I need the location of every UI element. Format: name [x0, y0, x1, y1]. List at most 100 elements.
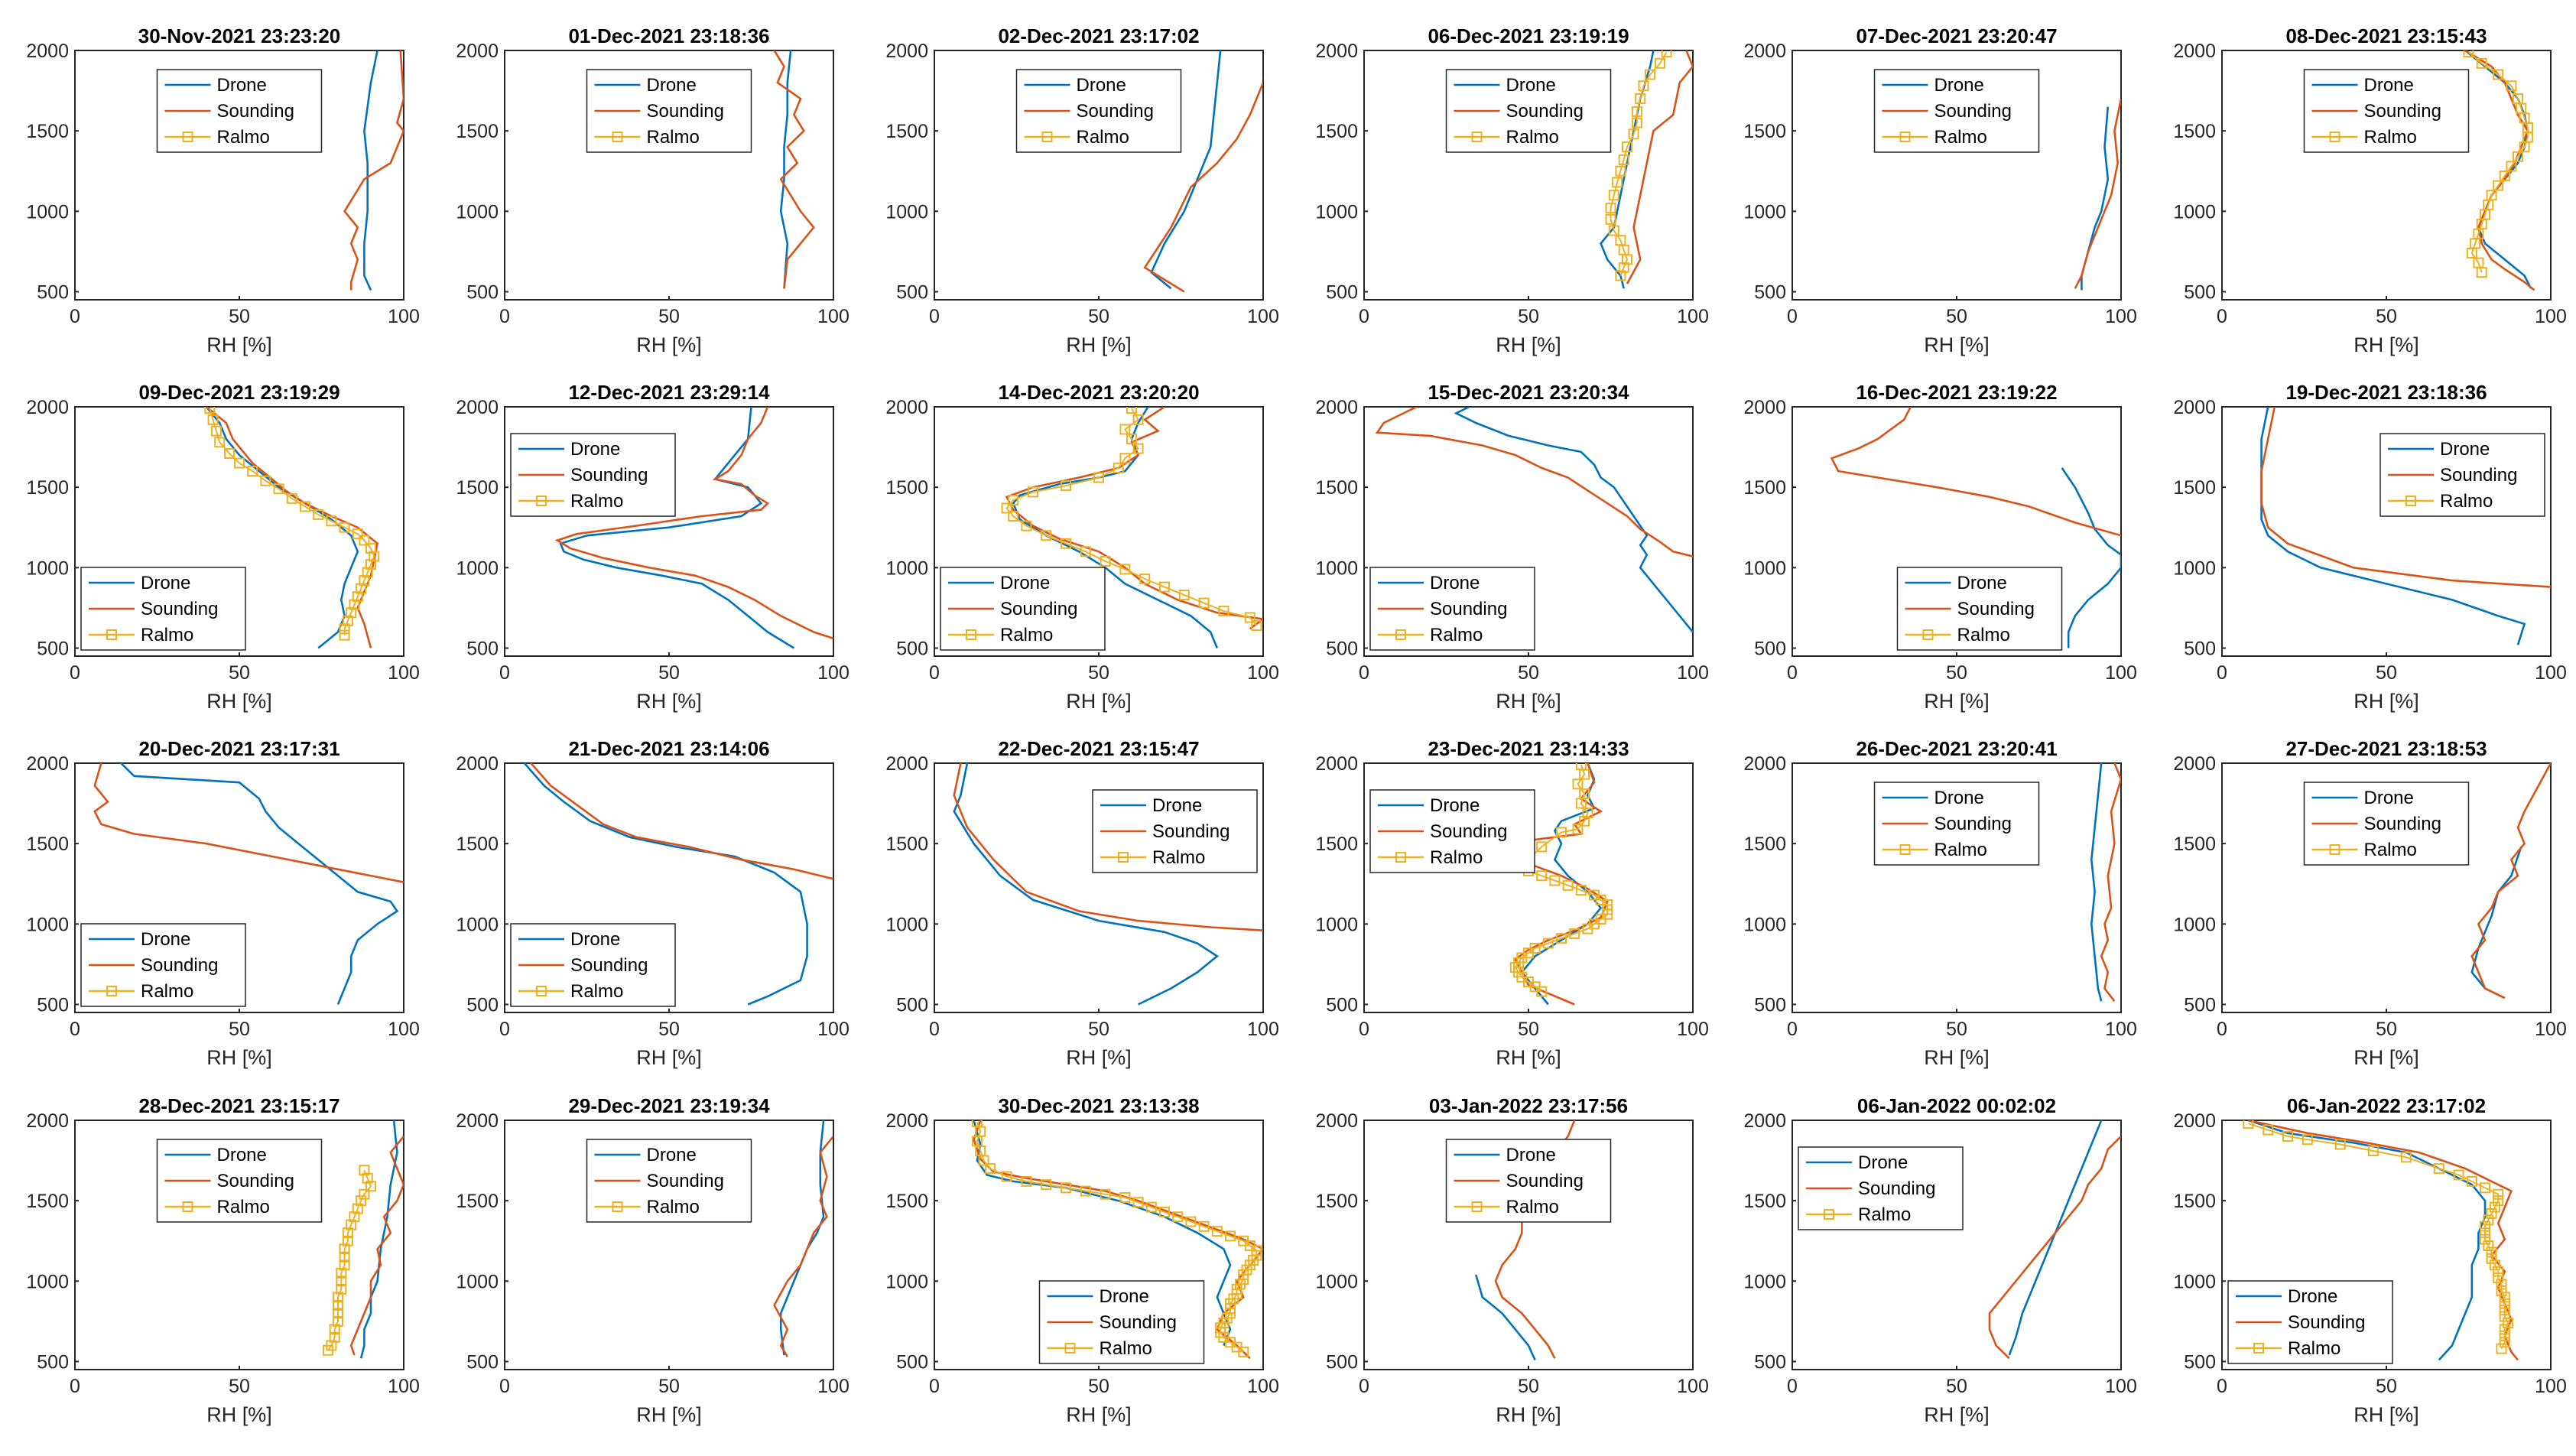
ralmo-marker: [1612, 177, 1623, 188]
legend-label: Ralmo: [1430, 847, 1483, 868]
plot-area: [1830, 407, 2121, 648]
ralmo-marker: [359, 1165, 370, 1176]
series-drone-line: [359, 1120, 398, 1359]
ralmo-marker: [352, 591, 363, 603]
legend-label: Sounding: [1430, 821, 1507, 842]
series-drone-line: [120, 763, 399, 1005]
x-tick-label: 50: [1518, 1376, 1539, 1397]
y-tick-label: 1000: [26, 201, 69, 223]
ralmo-marker: [2489, 1259, 2500, 1271]
legend-marker-ralmo: [1041, 132, 1053, 142]
ralmo-marker: [1139, 574, 1151, 585]
y-tick-label: 1500: [885, 1191, 928, 1212]
ralmo-marker: [1001, 502, 1012, 514]
y-tick-label: 1000: [26, 914, 69, 935]
ralmo-marker: [2493, 1188, 2504, 1200]
ralmo-marker: [1605, 203, 1616, 214]
x-tick-label: 0: [499, 1376, 510, 1397]
ralmo-marker: [1008, 494, 1019, 505]
y-tick-label: 2000: [26, 397, 69, 418]
ralmo-marker: [1579, 769, 1590, 780]
x-tick-label: 100: [2105, 1376, 2137, 1397]
x-tick-label: 100: [2105, 662, 2137, 684]
series-drone-line: [1474, 1274, 1536, 1360]
ralmo-marker: [1645, 69, 1656, 80]
ralmo-marker: [365, 559, 376, 570]
ralmo-marker: [207, 414, 219, 425]
y-tick-label: 500: [1326, 638, 1358, 659]
ralmo-marker: [339, 629, 350, 641]
x-tick-label: 0: [70, 1019, 80, 1040]
ralmo-marker: [1132, 443, 1144, 454]
ralmo-marker: [359, 535, 370, 546]
x-tick-label: 100: [817, 1019, 849, 1040]
legend: Drone Sounding Ralmo: [1873, 782, 2040, 866]
x-tick-label: 100: [1247, 662, 1279, 684]
legend-label: Ralmo: [141, 981, 193, 1002]
x-tick-label: 100: [2535, 1376, 2567, 1397]
y-tick-label: 1000: [1743, 914, 1786, 935]
ralmo-marker: [1119, 453, 1131, 464]
x-tick-label: 50: [2376, 662, 2397, 684]
legend-label: Ralmo: [1077, 127, 1129, 148]
legend: Drone Sounding Ralmo: [1445, 1139, 1612, 1223]
ralmo-marker: [2493, 69, 2504, 80]
x-tick-label: 100: [817, 662, 849, 684]
x-tick-label: 50: [1088, 1376, 1109, 1397]
series-sounding-line: [349, 1136, 404, 1356]
subplot-15: 0 50 100 500 1000 1500 2000 22-Dec-2021 23:15:4…: [885, 737, 1278, 1069]
x-tick-label: 50: [1088, 306, 1109, 327]
y-tick-label: 2000: [456, 753, 499, 775]
y-tick-label: 1000: [885, 1271, 928, 1292]
legend-label: Drone: [217, 75, 267, 96]
y-tick-label: 1500: [1743, 834, 1786, 855]
x-axis-label: RH [%]: [206, 333, 272, 356]
y-tick-label: 2000: [1743, 41, 1786, 62]
legend-label: Sounding: [217, 101, 294, 122]
series-sounding-line: [93, 763, 404, 883]
legend-label: Sounding: [1152, 821, 1230, 842]
x-axis-label: RH [%]: [1066, 690, 1132, 713]
y-tick-label: 500: [896, 638, 928, 659]
ralmo-marker: [1041, 530, 1052, 541]
ralmo-marker: [2499, 1324, 2510, 1335]
ralmo-marker: [2496, 1343, 2507, 1354]
x-tick-label: 0: [2217, 662, 2227, 684]
y-tick-label: 1000: [26, 557, 69, 579]
legend-label: Sounding: [1100, 1312, 1177, 1333]
legend-label: Drone: [570, 929, 620, 950]
legend-label: Drone: [1957, 573, 2007, 593]
ralmo-marker: [2480, 1233, 2490, 1245]
series-drone-line: [1150, 50, 1222, 290]
ralmo-marker: [1021, 1175, 1032, 1187]
y-tick-label: 2000: [2173, 1110, 2216, 1132]
ralmo-marker: [1622, 254, 1632, 265]
series-drone-line: [523, 763, 808, 1006]
ralmo-marker: [2489, 1201, 2500, 1213]
legend-label: Sounding: [570, 465, 648, 486]
legend-label: Drone: [1077, 75, 1126, 96]
x-tick-label: 0: [70, 306, 80, 327]
legend-label: Ralmo: [1858, 1204, 1911, 1225]
ralmo-marker: [1542, 938, 1554, 949]
legend-marker-ralmo: [612, 1201, 623, 1212]
ralmo-marker: [2302, 1134, 2313, 1146]
plot-area: [343, 50, 404, 291]
ralmo-marker: [2263, 1124, 2274, 1136]
ralmo-marker: [346, 1219, 357, 1230]
y-tick-label: 2000: [2173, 753, 2216, 775]
legend: Drone Sounding Ralmo: [586, 1139, 752, 1223]
y-tick-label: 500: [896, 1351, 928, 1373]
ralmo-marker: [2480, 1182, 2490, 1194]
y-tick-label: 1500: [2173, 121, 2216, 142]
legend-label: Drone: [570, 439, 620, 460]
ralmo-marker: [1638, 80, 1649, 92]
subplot-title: 21-Dec-2021 23:14:06: [568, 737, 769, 760]
legend-marker-ralmo: [2329, 132, 2340, 142]
legend-marker-ralmo: [1824, 1209, 1834, 1220]
x-axis-label: RH [%]: [1924, 1046, 1990, 1069]
ralmo-marker: [1119, 424, 1131, 435]
x-tick-label: 50: [1088, 1019, 1109, 1040]
ralmo-marker: [1655, 57, 1665, 69]
legend: Drone Sounding Ralmo: [510, 923, 676, 1007]
